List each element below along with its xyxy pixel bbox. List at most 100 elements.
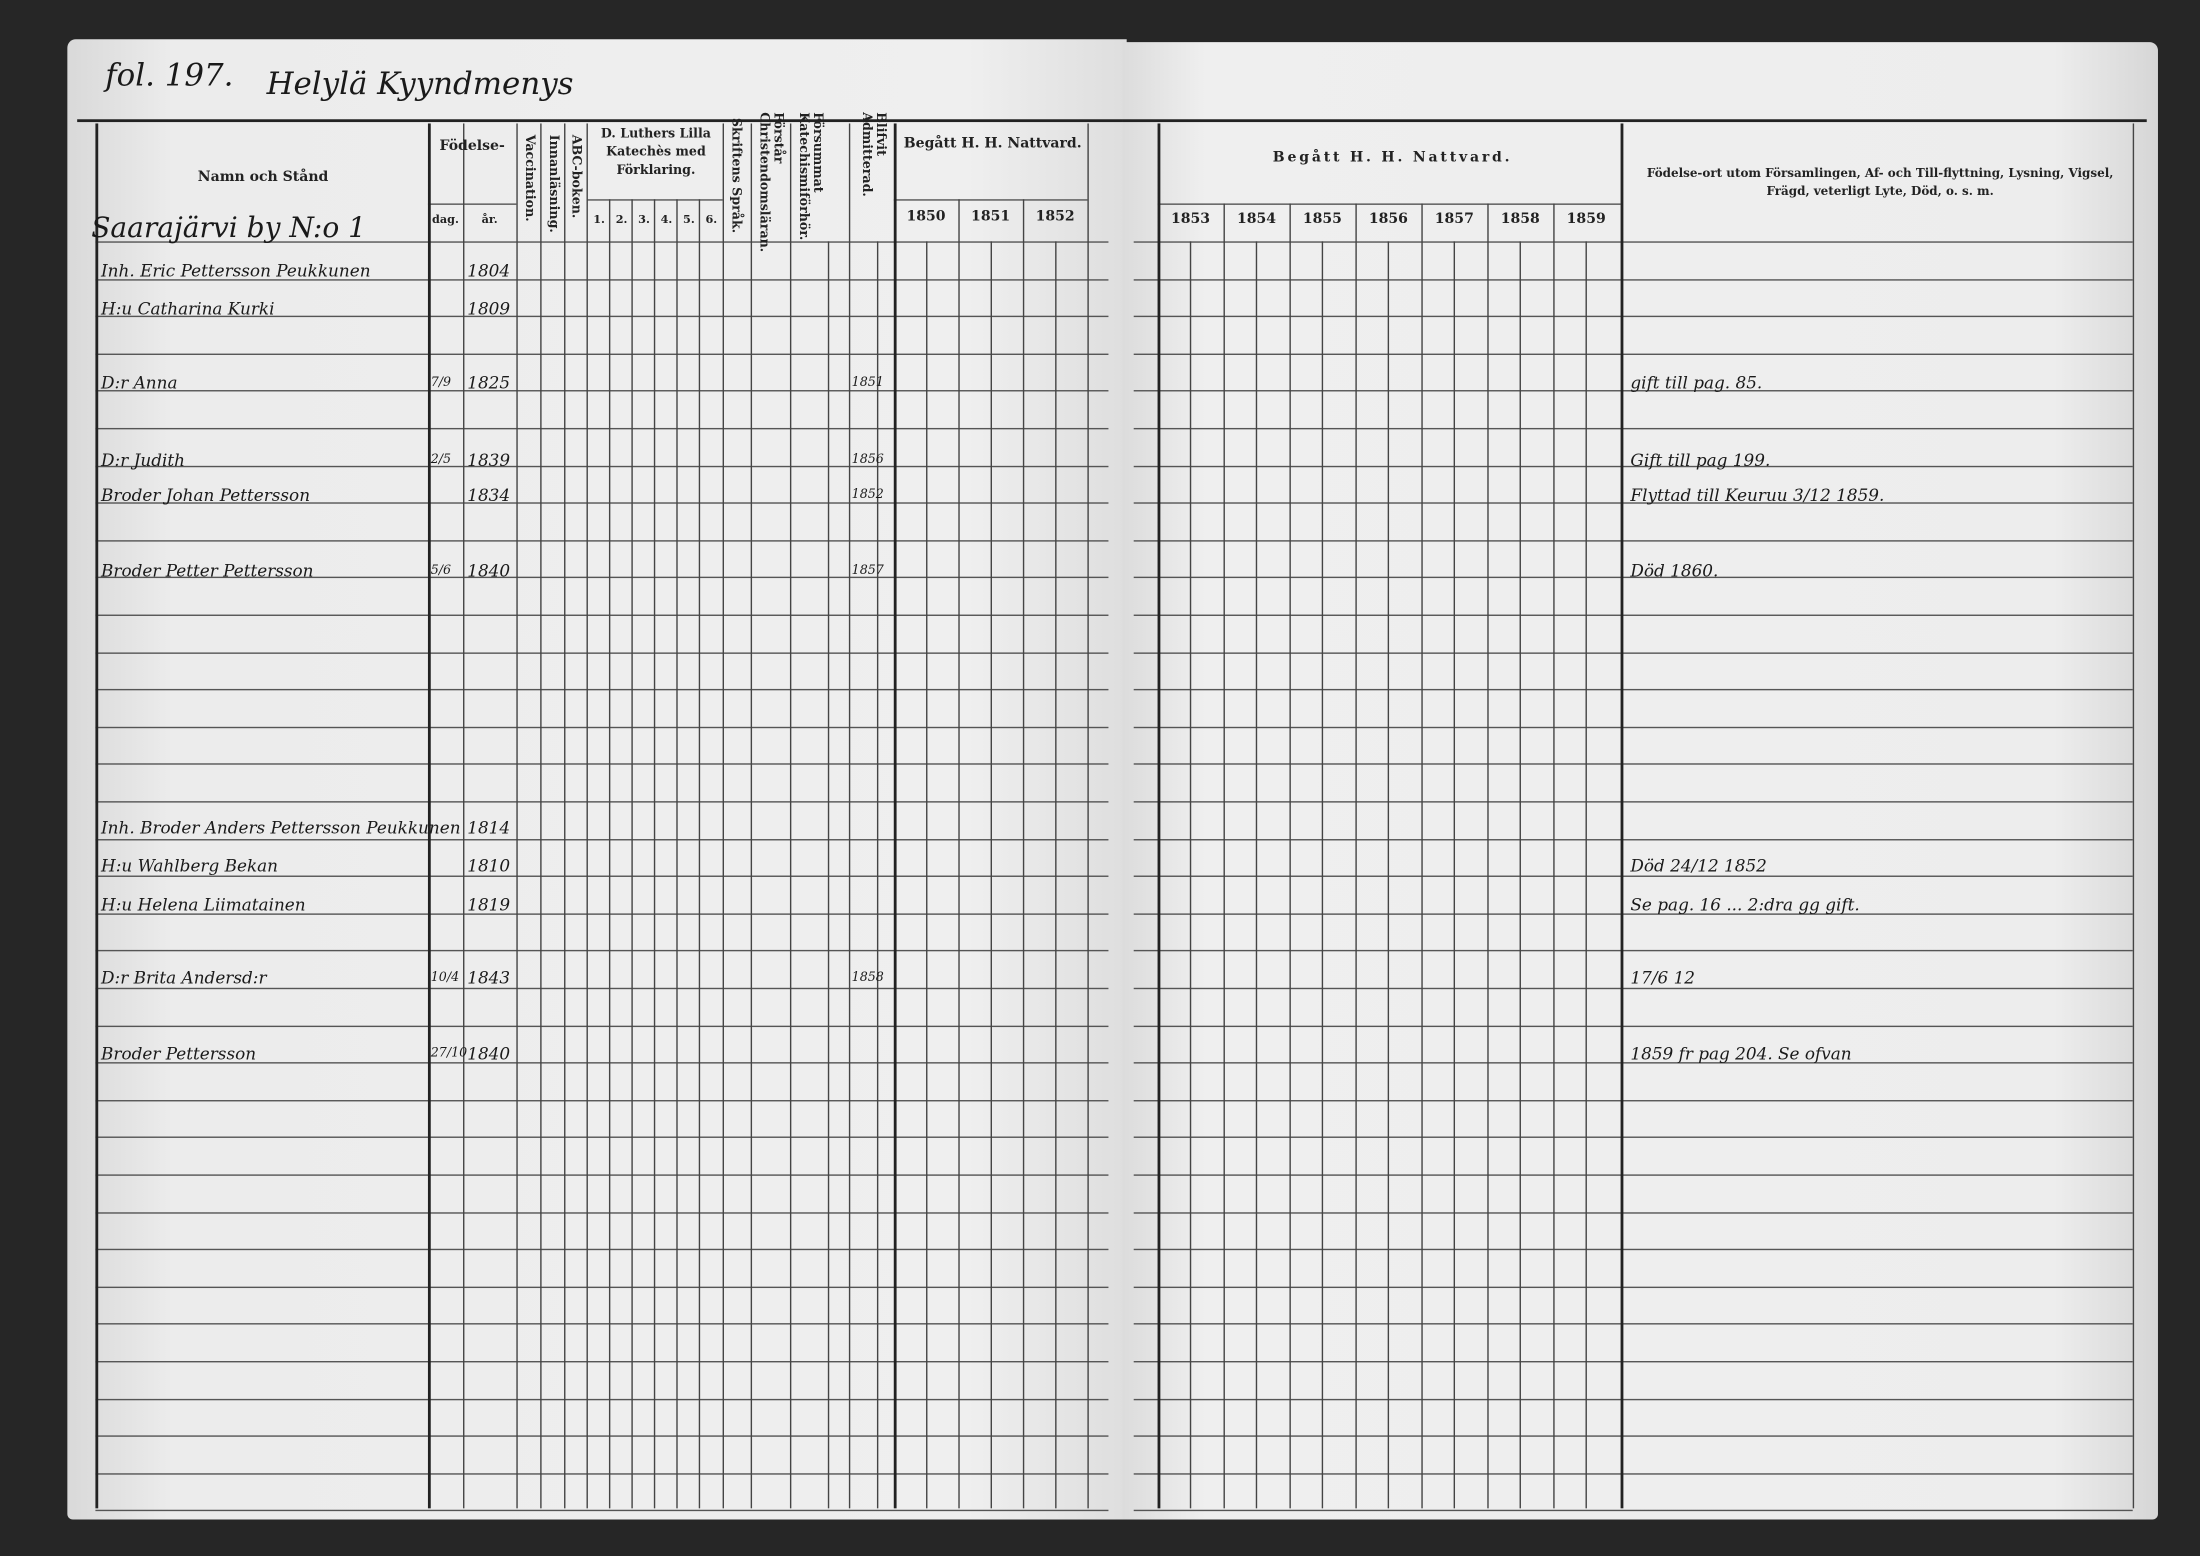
- rule-line: [95, 614, 1109, 616]
- column-line: [586, 123, 588, 1509]
- rule-line: [1133, 1137, 2133, 1139]
- entry-name: D:r Brita Andersd:r: [101, 968, 267, 988]
- entry-birth-day: 7/9: [430, 376, 452, 391]
- rule-line: [95, 801, 1109, 803]
- rule-line: [95, 726, 1109, 728]
- entry-name: Inh. Eric Pettersson Peukkunen: [101, 260, 371, 281]
- column-line: [564, 123, 566, 1509]
- entry-admitted: 1856: [851, 453, 884, 468]
- rule-line: [95, 875, 1109, 878]
- entry-remark: Död 1860.: [1630, 561, 1719, 581]
- header-birth-year: år.: [481, 211, 498, 226]
- rule-line: [1133, 1174, 2133, 1176]
- entry-name: H:u Wahlberg Bekan: [101, 855, 279, 876]
- header-understands: Förstår Christendomsläran.: [756, 112, 785, 253]
- header-catechism-part: 2.: [615, 211, 628, 226]
- rule-line: [1133, 1435, 2133, 1438]
- header-communion-right: Begått H. H. Nattvard.: [1272, 150, 1513, 166]
- entry-birth-year: 1810: [467, 855, 511, 876]
- rule-line: [1133, 315, 2133, 318]
- column-line: [1421, 203, 1423, 1509]
- column-line: [631, 199, 633, 1509]
- rule-line: [893, 199, 1088, 201]
- header-year: 1854: [1236, 211, 1277, 228]
- rule-line: [1133, 241, 2133, 243]
- rule-line: [1133, 1398, 2133, 1400]
- column-line: [1157, 123, 1161, 1509]
- rule-line: [1133, 838, 2133, 840]
- entry-birth-day: 5/6: [430, 564, 452, 579]
- rule-line: [95, 1510, 1109, 1512]
- header-year: 1859: [1566, 211, 1606, 228]
- column-line: [1355, 203, 1357, 1509]
- entry-remark: Flyttad till Keuruu 3/12 1859.: [1630, 485, 1885, 506]
- rule-line: [1133, 539, 2133, 542]
- column-line: [1585, 241, 1587, 1509]
- rule-line: [77, 119, 1123, 123]
- rule-line: [1133, 763, 2133, 766]
- rule-line: [1133, 801, 2133, 803]
- rule-line: [1133, 1361, 2133, 1363]
- column-line: [608, 199, 611, 1509]
- rule-line: [1133, 1099, 2133, 1102]
- header-birth-day: dag.: [432, 211, 459, 226]
- entry-admitted: 1857: [851, 564, 884, 579]
- entry-remark: 17/6 12: [1630, 968, 1695, 988]
- rule-line: [95, 1099, 1109, 1102]
- rule-line: [1133, 1510, 2133, 1512]
- rule-line: [95, 838, 1109, 840]
- column-line: [848, 123, 851, 1509]
- rule-line: [1133, 390, 2133, 393]
- header-year: 1858: [1500, 211, 1540, 228]
- rule-line: [95, 539, 1109, 542]
- column-line: [516, 123, 518, 1509]
- rule-line: [95, 1361, 1109, 1363]
- rule-line: [95, 987, 1109, 990]
- header-scripture: Skriftens Språk.: [728, 117, 743, 234]
- rule-line: [95, 1174, 1109, 1176]
- column-line: [1321, 241, 1324, 1509]
- header-communion-left: Begått H. H. Nattvard.: [903, 136, 1082, 152]
- header-catechism-part: 3.: [638, 211, 650, 226]
- column-line: [893, 123, 897, 1509]
- header-admitted: Blifvit Admitterad.: [858, 112, 887, 197]
- rule-line: [95, 1249, 1109, 1251]
- rule-line: [1133, 465, 2133, 467]
- column-line: [1453, 241, 1456, 1509]
- entry-birth-year: 1834: [467, 485, 511, 506]
- column-line: [926, 241, 928, 1509]
- column-line: [1553, 203, 1555, 1509]
- rule-line: [95, 278, 1109, 281]
- rule-line: [95, 502, 1109, 504]
- entry-name: H:u Helena Liimatainen: [101, 895, 306, 915]
- rule-line: [1133, 1025, 2133, 1027]
- entry-birth-day: 2/5: [430, 453, 452, 468]
- rule-line: [95, 1435, 1109, 1438]
- entry-birth-year: 1840: [467, 561, 511, 581]
- entry-admitted: 1858: [851, 970, 884, 985]
- column-line: [1487, 203, 1489, 1509]
- rule-line: [427, 203, 517, 205]
- header-year: 1855: [1302, 211, 1342, 228]
- header-catechism-part: 5.: [683, 211, 695, 226]
- rule-line: [1133, 1062, 2133, 1064]
- column-line: [1189, 241, 1192, 1509]
- right-page: [1122, 42, 2158, 1520]
- header-year: 1852: [1035, 209, 1075, 225]
- column-line: [2132, 123, 2135, 1509]
- column-line: [1055, 241, 1057, 1509]
- rule-line: [95, 1472, 1109, 1475]
- entry-admitted: 1851: [851, 376, 884, 391]
- header-remarks: Födelse-ort utom Församlingen, Af- och T…: [1646, 166, 2114, 200]
- entry-remark: Död 24/12 1852: [1630, 855, 1767, 876]
- rule-line: [95, 241, 1109, 243]
- rule-line: [1133, 1211, 2133, 1214]
- rule-line: [95, 1062, 1109, 1064]
- entry-name: Broder Johan Pettersson: [101, 485, 311, 506]
- entry-birth-day: 27/10: [430, 1046, 468, 1061]
- rule-line: [1157, 203, 1621, 205]
- entry-name: Inh. Broder Anders Pettersson Peukkunen: [101, 818, 461, 838]
- rule-line: [95, 315, 1109, 318]
- entry-birth-year: 1819: [467, 895, 511, 915]
